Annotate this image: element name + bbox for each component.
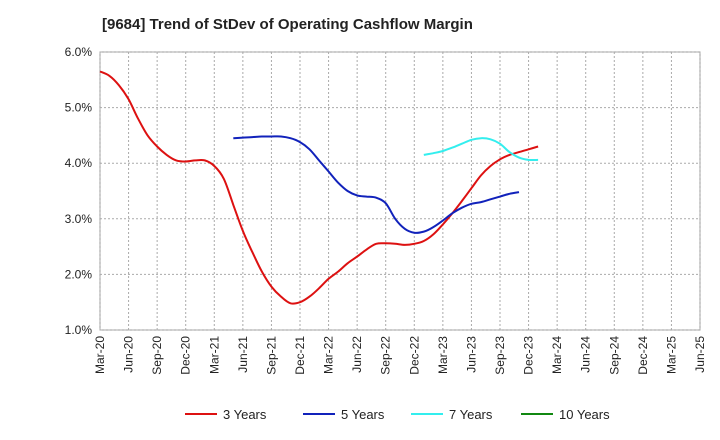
series-line-3-years: [99, 70, 539, 305]
y-tick-label: 1.0%: [65, 323, 93, 337]
legend-label-7-years: 7 Years: [449, 407, 493, 422]
y-tick-label: 5.0%: [65, 101, 93, 115]
x-tick-label: Sep-24: [607, 336, 621, 375]
x-tick-label: Jun-20: [122, 336, 136, 373]
x-tick-label: Dec-20: [179, 336, 193, 375]
series-line-5-years: [233, 135, 520, 234]
x-tick-label: Dec-21: [293, 336, 307, 375]
x-tick-label: Sep-22: [379, 336, 393, 375]
y-tick-label: 4.0%: [65, 156, 93, 170]
x-tick-label: Sep-23: [493, 336, 507, 375]
x-tick-label: Mar-25: [664, 336, 678, 374]
plot-area: [99, 51, 701, 331]
x-tick-label: Mar-20: [93, 336, 107, 374]
x-tick-label: Jun-24: [579, 336, 593, 373]
x-tick-label: Dec-22: [407, 336, 421, 375]
chart-title: [9684] Trend of StDev of Operating Cashf…: [102, 16, 473, 33]
legend-label-3-years: 3 Years: [223, 407, 267, 422]
legend-label-5-years: 5 Years: [341, 407, 385, 422]
x-tick-label: Jun-23: [464, 336, 478, 373]
series-line-7-years: [423, 137, 539, 162]
x-tick-label: Mar-24: [550, 336, 564, 374]
x-tick-label: Mar-21: [207, 336, 221, 374]
x-tick-label: Sep-21: [264, 336, 278, 375]
x-tick-label: Jun-22: [350, 336, 364, 373]
x-tick-label: Mar-23: [436, 336, 450, 374]
legend-label-10-years: 10 Years: [559, 407, 610, 422]
x-tick-label: Jun-25: [693, 336, 707, 373]
x-tick-label: Dec-23: [522, 336, 536, 375]
x-tick-label: Mar-22: [322, 336, 336, 374]
y-tick-label: 3.0%: [65, 212, 93, 226]
y-tick-label: 2.0%: [65, 267, 93, 281]
x-tick-label: Dec-24: [636, 336, 650, 375]
y-tick-label: 6.0%: [65, 45, 93, 59]
x-tick-label: Sep-20: [150, 336, 164, 375]
x-tick-label: Jun-21: [236, 336, 250, 373]
